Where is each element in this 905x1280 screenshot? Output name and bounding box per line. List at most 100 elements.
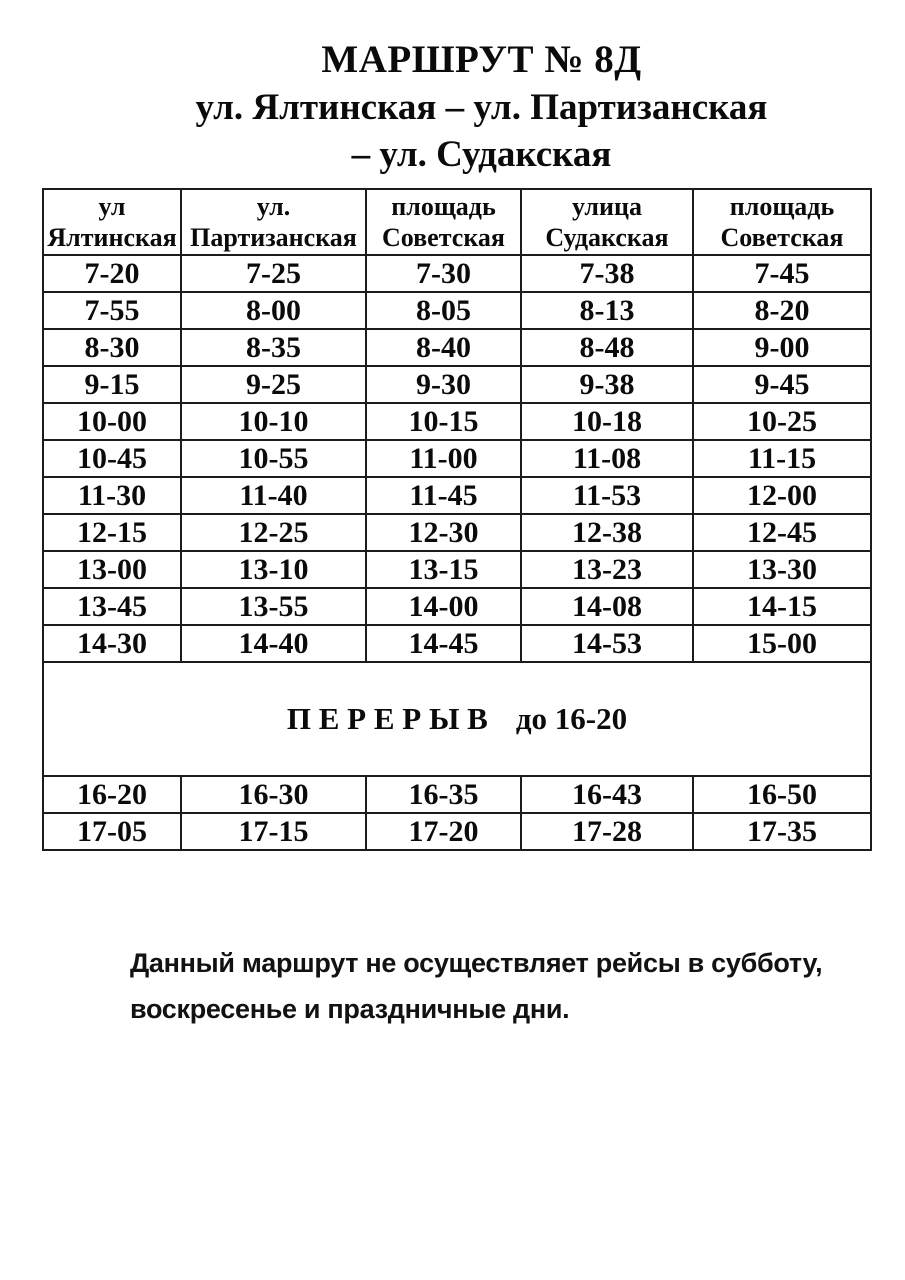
- table-row: 17-05 17-15 17-20 17-28 17-35: [42, 812, 872, 851]
- time-cell: 8-13: [520, 291, 694, 330]
- time-cell: 12-38: [520, 513, 694, 552]
- time-cell: 16-20: [42, 775, 182, 814]
- time-cell: 7-38: [520, 254, 694, 293]
- time-cell: 17-05: [42, 812, 182, 851]
- break-cell: П Е Р Е Р Ы В до 16-20: [42, 661, 872, 777]
- header-line: улица: [572, 192, 642, 221]
- time-cell: 7-25: [180, 254, 367, 293]
- header-line: Партизанская: [190, 223, 357, 252]
- time-cell: 11-00: [365, 439, 522, 478]
- time-cell: 13-23: [520, 550, 694, 589]
- time-cell: 7-45: [692, 254, 872, 293]
- table-row: 13-45 13-55 14-00 14-08 14-15: [42, 587, 872, 626]
- time-cell: 11-08: [520, 439, 694, 478]
- break-until: до 16-20: [515, 701, 628, 736]
- time-cell: 12-45: [692, 513, 872, 552]
- time-cell: 9-00: [692, 328, 872, 367]
- time-cell: 10-00: [42, 402, 182, 441]
- time-cell: 11-15: [692, 439, 872, 478]
- time-cell: 12-25: [180, 513, 367, 552]
- header-line: ул.: [256, 192, 291, 221]
- table-row: 7-20 7-25 7-30 7-38 7-45: [42, 254, 872, 293]
- time-cell: 10-10: [180, 402, 367, 441]
- table-row: 10-45 10-55 11-00 11-08 11-15: [42, 439, 872, 478]
- time-cell: 8-00: [180, 291, 367, 330]
- time-cell: 11-30: [42, 476, 182, 515]
- time-cell: 17-15: [180, 812, 367, 851]
- time-cell: 7-30: [365, 254, 522, 293]
- time-cell: 8-05: [365, 291, 522, 330]
- route-subtitle-line1: ул. Ялтинская – ул. Партизанская: [195, 87, 768, 128]
- time-cell: 7-55: [42, 291, 182, 330]
- time-cell: 13-15: [365, 550, 522, 589]
- time-cell: 14-30: [42, 624, 182, 663]
- time-cell: 14-53: [520, 624, 694, 663]
- time-cell: 9-25: [180, 365, 367, 404]
- time-cell: 14-00: [365, 587, 522, 626]
- time-cell: 17-20: [365, 812, 522, 851]
- column-header-partizanskaya: ул. Партизанская: [180, 188, 367, 256]
- time-cell: 10-45: [42, 439, 182, 478]
- time-cell: 13-45: [42, 587, 182, 626]
- time-cell: 8-35: [180, 328, 367, 367]
- time-cell: 14-40: [180, 624, 367, 663]
- time-cell: 10-25: [692, 402, 872, 441]
- time-cell: 10-15: [365, 402, 522, 441]
- time-cell: 17-28: [520, 812, 694, 851]
- table-row: 16-20 16-30 16-35 16-43 16-50: [42, 775, 872, 814]
- time-cell: 9-15: [42, 365, 182, 404]
- time-cell: 8-20: [692, 291, 872, 330]
- time-cell: 15-00: [692, 624, 872, 663]
- note-line-2: воскресенье и праздничные дни.: [130, 994, 570, 1024]
- table-row: 14-30 14-40 14-45 14-53 15-00: [42, 624, 872, 663]
- header-line: Ялтинская: [47, 223, 177, 252]
- break-label: П Е Р Е Р Ы В: [286, 701, 488, 736]
- column-header-yaltinskaya: ул Ялтинская: [42, 188, 182, 256]
- table-row: 11-30 11-40 11-45 11-53 12-00: [42, 476, 872, 515]
- time-cell: 11-45: [365, 476, 522, 515]
- time-cell: 13-00: [42, 550, 182, 589]
- column-header-sovetskaya-2: площадь Советская: [692, 188, 872, 256]
- column-header-sovetskaya-1: площадь Советская: [365, 188, 522, 256]
- header-line: Судакская: [545, 223, 669, 252]
- time-cell: 10-18: [520, 402, 694, 441]
- time-cell: 14-15: [692, 587, 872, 626]
- time-cell: 13-55: [180, 587, 367, 626]
- header-row: ул Ялтинская ул. Партизанская площадь Со…: [42, 188, 872, 256]
- time-cell: 16-35: [365, 775, 522, 814]
- header-line: Советская: [382, 223, 505, 252]
- time-cell: 9-45: [692, 365, 872, 404]
- time-cell: 8-48: [520, 328, 694, 367]
- time-cell: 14-08: [520, 587, 694, 626]
- table-row: 8-30 8-35 8-40 8-48 9-00: [42, 328, 872, 367]
- time-cell: 13-10: [180, 550, 367, 589]
- time-cell: 9-30: [365, 365, 522, 404]
- header-line: площадь: [391, 192, 496, 221]
- title-block: МАРШРУТ № 8Д ул. Ялтинская – ул. Партиза…: [0, 36, 905, 178]
- time-cell: 11-53: [520, 476, 694, 515]
- column-header-sudakskaya: улица Судакская: [520, 188, 694, 256]
- schedule-table: ул Ялтинская ул. Партизанская площадь Со…: [42, 188, 872, 851]
- time-cell: 17-35: [692, 812, 872, 851]
- time-cell: 12-00: [692, 476, 872, 515]
- time-cell: 12-15: [42, 513, 182, 552]
- time-cell: 12-30: [365, 513, 522, 552]
- time-cell: 14-45: [365, 624, 522, 663]
- header-line: ул: [98, 192, 126, 221]
- note-line-1: Данный маршрут не осуществляет рейсы в с…: [130, 948, 823, 978]
- time-cell: 16-50: [692, 775, 872, 814]
- time-cell: 9-38: [520, 365, 694, 404]
- header-line: площадь: [729, 192, 835, 221]
- time-cell: 11-40: [180, 476, 367, 515]
- table-row: 10-00 10-10 10-15 10-18 10-25: [42, 402, 872, 441]
- route-subtitle-line2: – ул. Судакская: [351, 134, 612, 175]
- table-row: 7-55 8-00 8-05 8-13 8-20: [42, 291, 872, 330]
- time-cell: 8-40: [365, 328, 522, 367]
- note: Данный маршрут не осуществляет рейсы в с…: [130, 940, 830, 1032]
- table-row: 13-00 13-10 13-15 13-23 13-30: [42, 550, 872, 589]
- time-cell: 10-55: [180, 439, 367, 478]
- time-cell: 16-30: [180, 775, 367, 814]
- table-row: 9-15 9-25 9-30 9-38 9-45: [42, 365, 872, 404]
- header-line: Советская: [720, 223, 844, 252]
